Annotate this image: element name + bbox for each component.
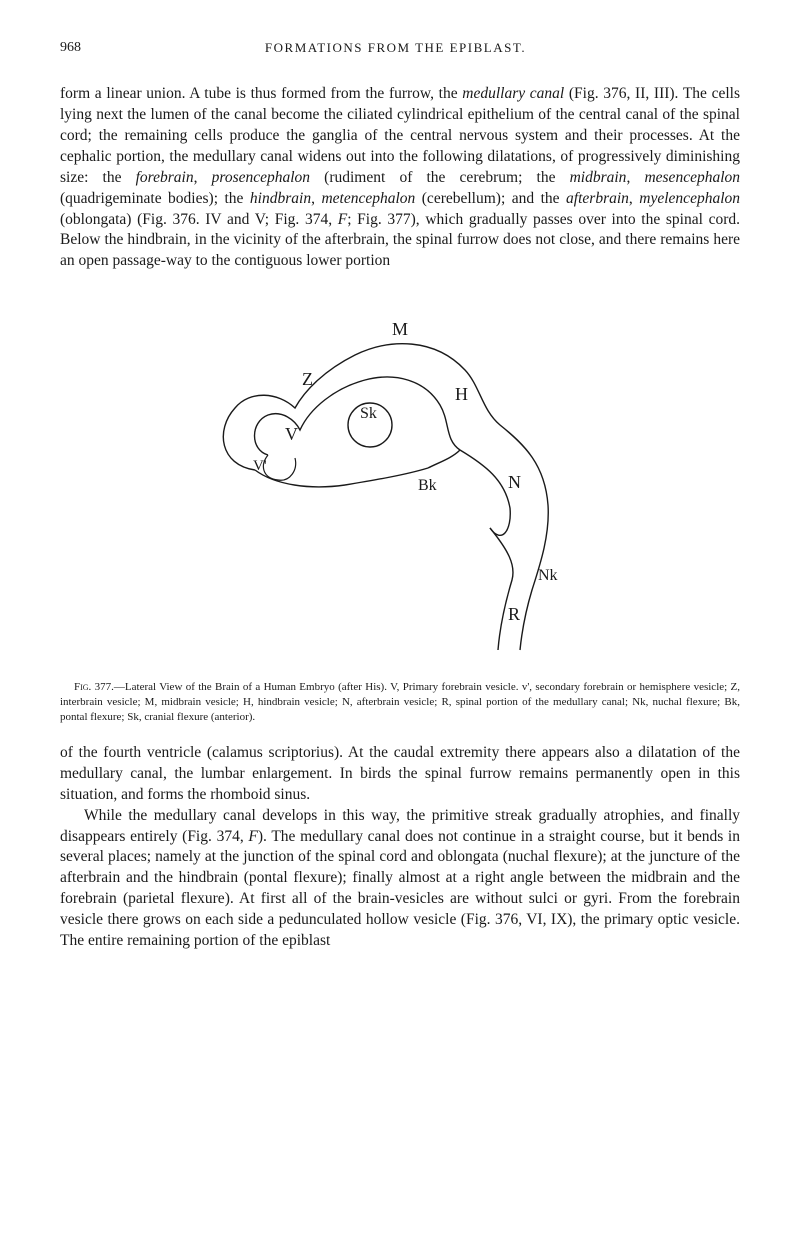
label-N: N <box>508 472 521 492</box>
label-H: H <box>455 384 468 404</box>
caption-prefix: Fig. 377. <box>74 681 114 693</box>
italic-term: prosencephalon <box>212 169 310 186</box>
label-M: M <box>392 319 408 339</box>
text-run: , <box>311 190 321 207</box>
paragraph-1: form a linear union. A tube is thus form… <box>60 84 740 272</box>
text-run: ). The medullary canal does not continue… <box>60 828 740 950</box>
italic-term: hindbrain <box>250 190 311 207</box>
text-run: (oblongata) (Fig. 376. IV and V; Fig. 37… <box>60 211 338 228</box>
figure-caption: Fig. 377.—Lateral View of the Brain of a… <box>60 680 740 725</box>
paragraph-2: of the fourth ventricle (calamus scripto… <box>60 743 740 806</box>
italic-term: F <box>338 211 347 228</box>
label-R: R <box>508 604 520 624</box>
paragraph-3: While the medullary canal develops in th… <box>60 806 740 952</box>
italic-term: F <box>248 828 257 845</box>
italic-term: myelencephalon <box>639 190 740 207</box>
italic-term: forebrain <box>136 169 194 186</box>
text-run: (rudiment of the cerebrum; the <box>310 169 570 186</box>
italic-term: metencephalon <box>321 190 415 207</box>
text-run: form a linear union. A tube is thus form… <box>60 85 462 102</box>
label-Sk: Sk <box>360 405 377 422</box>
text-run: of the fourth ventricle (calamus scripto… <box>60 744 740 803</box>
running-title: FORMATIONS FROM THE EPIBLAST. <box>265 40 526 56</box>
label-Nk: Nk <box>538 567 558 584</box>
text-run: (cerebellum); and the <box>415 190 566 207</box>
italic-term: afterbrain <box>566 190 629 207</box>
figure-377: M Z V V' Sk H Bk N Nk R <box>60 290 740 670</box>
brain-embryo-diagram-icon: M Z V V' Sk H Bk N Nk R <box>160 290 640 660</box>
page-header: 968 FORMATIONS FROM THE EPIBLAST. <box>60 40 740 56</box>
label-Bk: Bk <box>418 477 437 494</box>
text-run: , <box>194 169 212 186</box>
text-run: , <box>629 190 639 207</box>
label-v-prime: V' <box>253 458 267 474</box>
label-V: V <box>285 424 298 444</box>
page-number: 968 <box>60 40 81 56</box>
italic-term: midbrain <box>570 169 627 186</box>
italic-term: mesencephalon <box>644 169 740 186</box>
caption-text: —Lateral View of the Brain of a Human Em… <box>60 681 740 723</box>
header-spacer <box>710 40 740 56</box>
text-run: (quadrigeminate bodies); the <box>60 190 250 207</box>
label-Z: Z <box>302 369 313 389</box>
italic-term: medullary canal <box>462 85 564 102</box>
text-run: , <box>626 169 644 186</box>
